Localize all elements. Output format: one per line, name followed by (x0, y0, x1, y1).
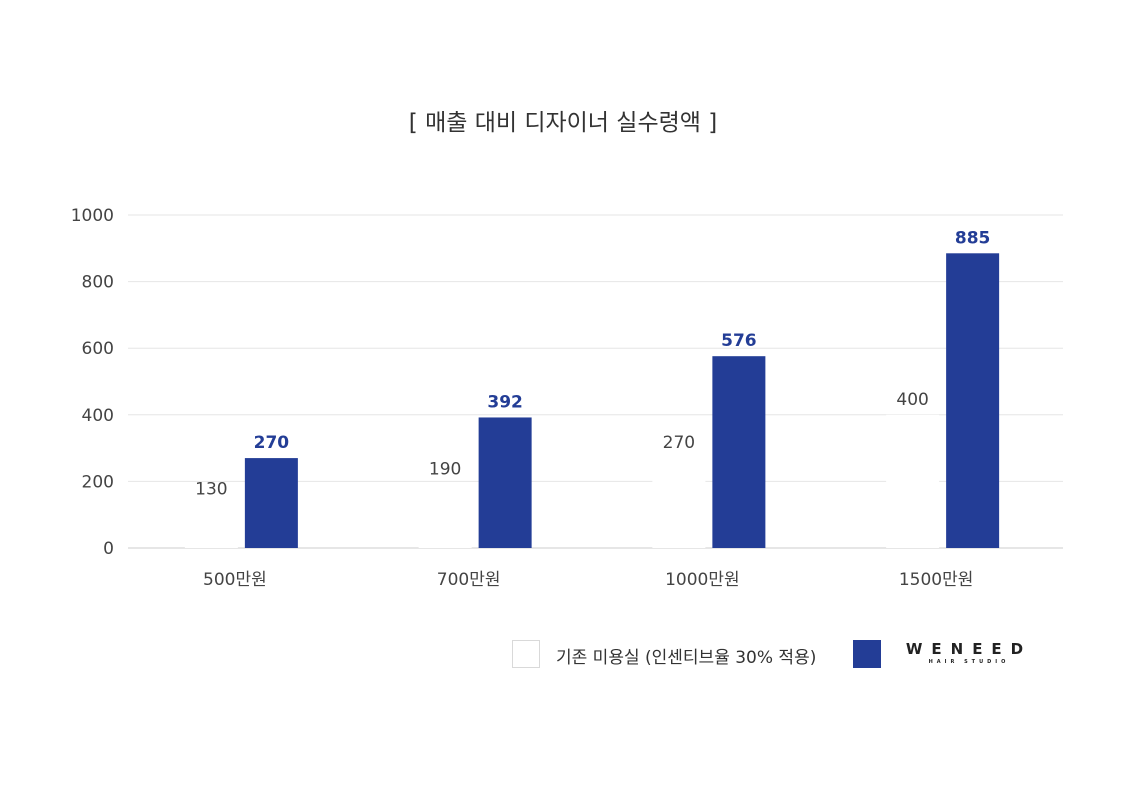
legend-swatch-existing-salon (512, 640, 540, 668)
bar-existing-salon (418, 484, 472, 548)
y-tick-label: 800 (82, 273, 114, 293)
bar-weneed (946, 253, 1000, 549)
data-label-weneed: 270 (254, 433, 290, 453)
x-tick-label: 500만원 (203, 570, 267, 590)
x-tick-label: 1000만원 (665, 570, 740, 590)
bar-weneed (478, 417, 532, 548)
bar-existing-salon (184, 504, 238, 548)
bar-weneed (712, 356, 766, 548)
x-tick-label: 1500만원 (899, 570, 974, 590)
x-tick-label: 700만원 (437, 570, 501, 590)
data-label-existing-salon: 400 (896, 390, 928, 410)
data-label-existing-salon: 270 (663, 433, 695, 453)
legend-swatch-weneed (853, 640, 881, 668)
data-label-existing-salon: 190 (429, 460, 461, 480)
legend-label-existing-salon: 기존 미용실 (인센티브율 30% 적용) (556, 648, 817, 668)
bar-weneed (244, 458, 298, 548)
bar-existing-salon (652, 458, 706, 548)
y-tick-label: 400 (82, 406, 114, 426)
y-tick-label: 1000 (71, 206, 114, 226)
weneed-logo-text: WENEED (905, 640, 1033, 658)
data-label-weneed: 392 (487, 392, 523, 412)
data-label-existing-salon: 130 (195, 480, 227, 500)
weneed-logo-subtext: HAIR STUDIO (928, 659, 1010, 665)
data-label-weneed: 885 (955, 228, 991, 248)
y-tick-label: 0 (103, 539, 114, 559)
bar-existing-salon (886, 414, 940, 548)
data-label-weneed: 576 (721, 331, 757, 351)
y-tick-label: 600 (82, 339, 114, 359)
y-tick-label: 200 (82, 472, 114, 492)
weneed-logo: WENEED HAIR STUDIO (903, 640, 1035, 666)
chart-title: [ 매출 대비 디자이너 실수령액 ] (409, 110, 717, 136)
